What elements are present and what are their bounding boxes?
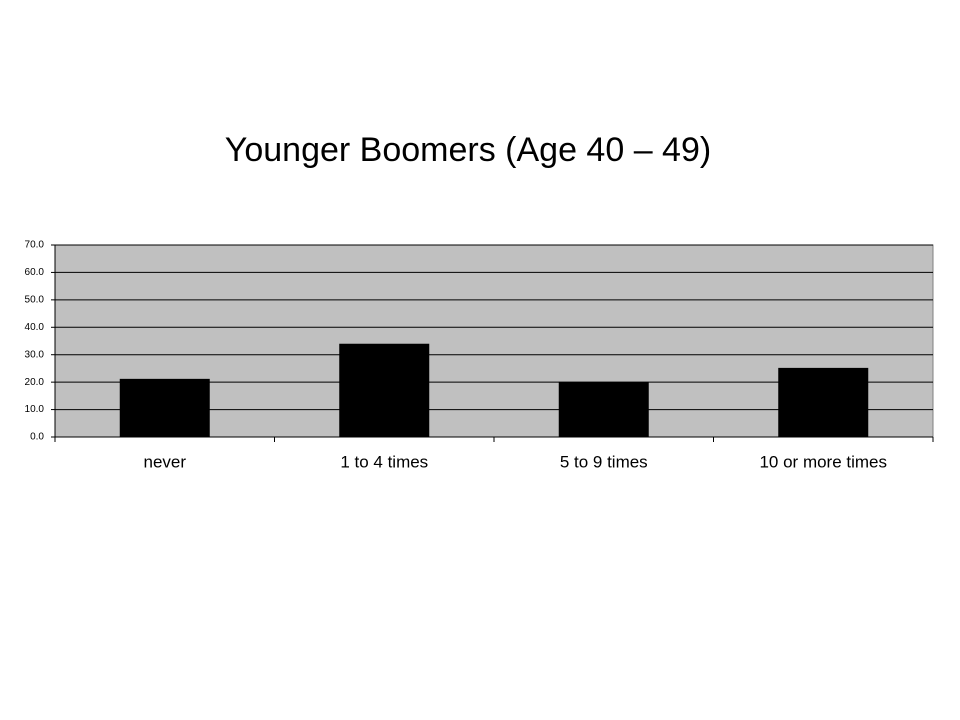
x-tick-label: 5 to 9 times [560, 452, 648, 471]
chart-title: Younger Boomers (Age 40 – 49) [225, 131, 711, 169]
x-tick-label: 10 or more times [759, 452, 887, 471]
y-tick-label: 30.0 [25, 349, 45, 360]
y-tick-label: 20.0 [25, 377, 45, 388]
bar [339, 343, 430, 437]
bar [778, 367, 869, 437]
y-tick-label: 60.0 [25, 267, 45, 278]
x-tick-label: never [143, 452, 186, 471]
x-tick-label: 1 to 4 times [340, 452, 428, 471]
y-tick-label: 70.0 [25, 240, 45, 251]
bar [119, 378, 210, 437]
y-tick-label: 0.0 [30, 432, 44, 443]
bar [558, 381, 649, 437]
y-tick-label: 10.0 [25, 404, 45, 415]
y-tick-label: 50.0 [25, 294, 45, 305]
y-tick-label: 40.0 [25, 322, 45, 333]
